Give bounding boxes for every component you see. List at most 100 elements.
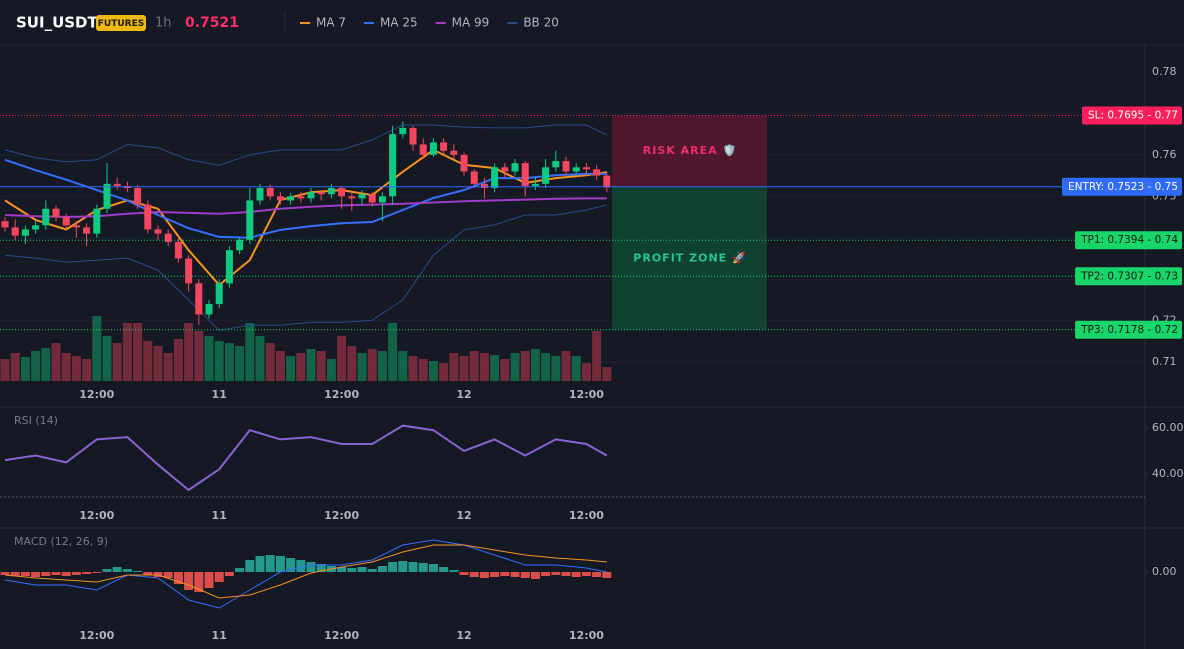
zone-label: RISK AREA 🛡️ [643,144,737,157]
volume-bar [326,359,336,381]
candle-body [154,229,162,234]
x-tick-label: 12:00 [569,509,604,522]
candle-body [521,163,529,186]
volume-bar [316,351,326,381]
x-tick-label: 12:00 [324,629,359,642]
candle-body [236,239,244,251]
volume-bar [357,353,367,381]
volume-bar [561,351,571,381]
candle-body [317,192,325,195]
candle-body [72,225,80,228]
histogram-bar [173,572,183,584]
candle-body [480,183,488,189]
x-tick-label: 12:00 [79,629,114,642]
volume-bar [235,346,245,381]
candle-body [562,161,570,172]
volume-bar [82,359,92,381]
candle-body [582,167,590,170]
volume-bar [377,351,387,381]
y-tick-label: 0.00 [1152,565,1177,578]
volume-bar [0,359,10,381]
histogram-bar [275,556,285,572]
histogram-bar [388,562,398,572]
volume-bar [41,348,51,381]
volume-bar [163,353,173,381]
volume-bar [490,355,500,381]
level-label-bg [1082,106,1182,125]
histogram-bar [541,572,551,576]
x-tick-label: 12:00 [324,388,359,401]
volume-bar [20,357,30,381]
band-line [4,204,607,331]
histogram-bar [449,570,459,572]
zone-label: PROFIT ZONE 🚀 [633,251,746,264]
volume-bar [571,356,581,381]
histogram-bar [459,572,469,575]
histogram-bar [479,572,489,578]
legend-label: BB 20 [523,16,559,30]
histogram-bar [122,569,132,572]
x-tick-label: 12 [456,509,471,522]
histogram-bar [20,572,30,576]
histogram-bar [286,558,296,572]
x-tick-label: 12:00 [569,388,604,401]
volume-bar [194,331,204,381]
histogram-bar [255,556,265,572]
candle-body [287,196,295,201]
candle-body [266,188,274,197]
macd-line [4,539,607,609]
histogram-bar [245,560,255,572]
histogram-bar [592,572,602,577]
volume-bar [112,343,122,381]
histogram-bar [92,572,102,573]
volume-bar [520,351,530,381]
volume-bar [459,356,469,381]
x-tick-label: 12 [456,388,471,401]
level-label: SL: 0.7695 - 0.77 [1088,109,1178,121]
candle-body [358,194,366,199]
x-tick-label: 12:00 [569,629,604,642]
volume-bar [173,339,183,381]
candle-body [297,196,305,199]
interval: 1h [155,16,172,31]
pane-title: MACD (12, 26, 9) [14,535,108,548]
histogram-bar [551,572,561,575]
candle-body [552,161,560,168]
volume-bar [449,353,459,381]
histogram-bar [439,567,449,572]
symbol: SUI_USDT [16,14,98,32]
candle-body [93,208,101,234]
volume-bar [204,336,214,381]
level-label: ENTRY: 0.7523 - 0.75 [1068,181,1178,193]
histogram-bar [316,564,326,572]
candle-body [531,183,539,186]
volume-bar [337,336,347,381]
candle-body [378,196,386,203]
volume-bar [602,367,612,381]
histogram-bar [296,560,306,572]
volume-bar [275,351,285,381]
candle-body [440,142,448,151]
histogram-bar [102,569,112,572]
histogram-bar [163,572,173,578]
histogram-bar [520,572,530,578]
legend-label: MA 99 [452,16,490,30]
candle-body [460,154,468,172]
volume-bar [479,353,489,381]
candle-body [276,196,284,201]
candle-body [542,167,550,184]
volume-bar [592,331,602,381]
candle-body [572,167,580,172]
zone [612,115,767,187]
candle-body [185,258,193,284]
volume-bar [102,336,112,381]
candle-body [62,217,70,226]
level-label-bg [1075,320,1182,339]
histogram-bar [41,572,51,576]
volume-bar [143,341,153,381]
volume-bar [10,353,20,381]
candle-body [399,127,407,135]
histogram-bar [143,572,153,575]
badge: FUTURES [98,19,144,29]
candle-body [307,192,315,199]
